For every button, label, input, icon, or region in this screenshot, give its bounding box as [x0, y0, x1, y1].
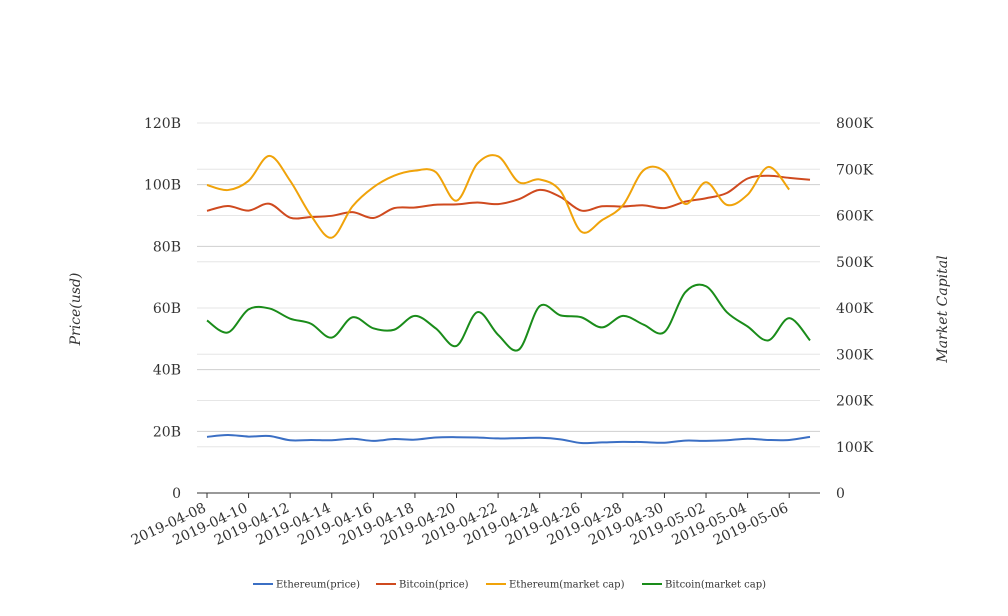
series-line-bitcoin-price	[206, 174, 811, 220]
axis-layer: 0 20B 40B 60B 80B 100B 120B 0 100K 200K 300K 400K 50…	[129, 116, 874, 549]
legend-label: Bitcoin(price)	[399, 580, 469, 591]
label-layer: Price(usd) Market Capital	[68, 255, 951, 363]
right-tick-label: 500K	[836, 255, 874, 271]
right-tick-label: 800K	[836, 116, 874, 132]
right-tick-label: 0	[836, 486, 845, 502]
series-layer	[206, 154, 811, 445]
right-tick-label: 200K	[836, 394, 874, 410]
right-tick-label: 400K	[836, 301, 874, 317]
left-tick-label: 60B	[153, 301, 181, 317]
legend-label: Bitcoin(market cap)	[665, 580, 766, 591]
left-tick-label: 40B	[153, 363, 181, 379]
left-tick-label: 120B	[144, 116, 181, 132]
legend-item-ethereum-market-cap[interactable]: Ethereum(market cap)	[486, 580, 625, 591]
left-tick-label: 100B	[144, 178, 181, 194]
right-tick-label: 300K	[836, 347, 874, 363]
series-line-bitcoin-market-cap	[206, 283, 811, 352]
series-line-ethereum-market-cap	[206, 154, 790, 239]
series-line-ethereum-price	[206, 434, 811, 445]
right-tick-label: 700K	[836, 162, 874, 178]
right-tick-label: 100K	[836, 440, 874, 456]
left-axis-title: Price(usd)	[68, 273, 84, 347]
left-tick-label: 20B	[153, 424, 181, 440]
right-tick-label: 600K	[836, 209, 874, 225]
legend-item-ethereum-price[interactable]: Ethereum(price)	[253, 580, 360, 591]
grid-layer	[197, 122, 820, 448]
legend-item-bitcoin-price[interactable]: Bitcoin(price)	[376, 580, 469, 591]
legend-item-bitcoin-market-cap[interactable]: Bitcoin(market cap)	[642, 580, 766, 591]
legend-label: Ethereum(market cap)	[509, 580, 625, 591]
left-tick-label: 80B	[153, 239, 181, 255]
right-axis-title: Market Capital	[935, 255, 951, 363]
legend-label: Ethereum(price)	[276, 580, 360, 591]
legend[interactable]: Ethereum(price) Bitcoin(price) Ethereum(ma…	[253, 580, 766, 591]
left-tick-label: 0	[172, 486, 181, 502]
